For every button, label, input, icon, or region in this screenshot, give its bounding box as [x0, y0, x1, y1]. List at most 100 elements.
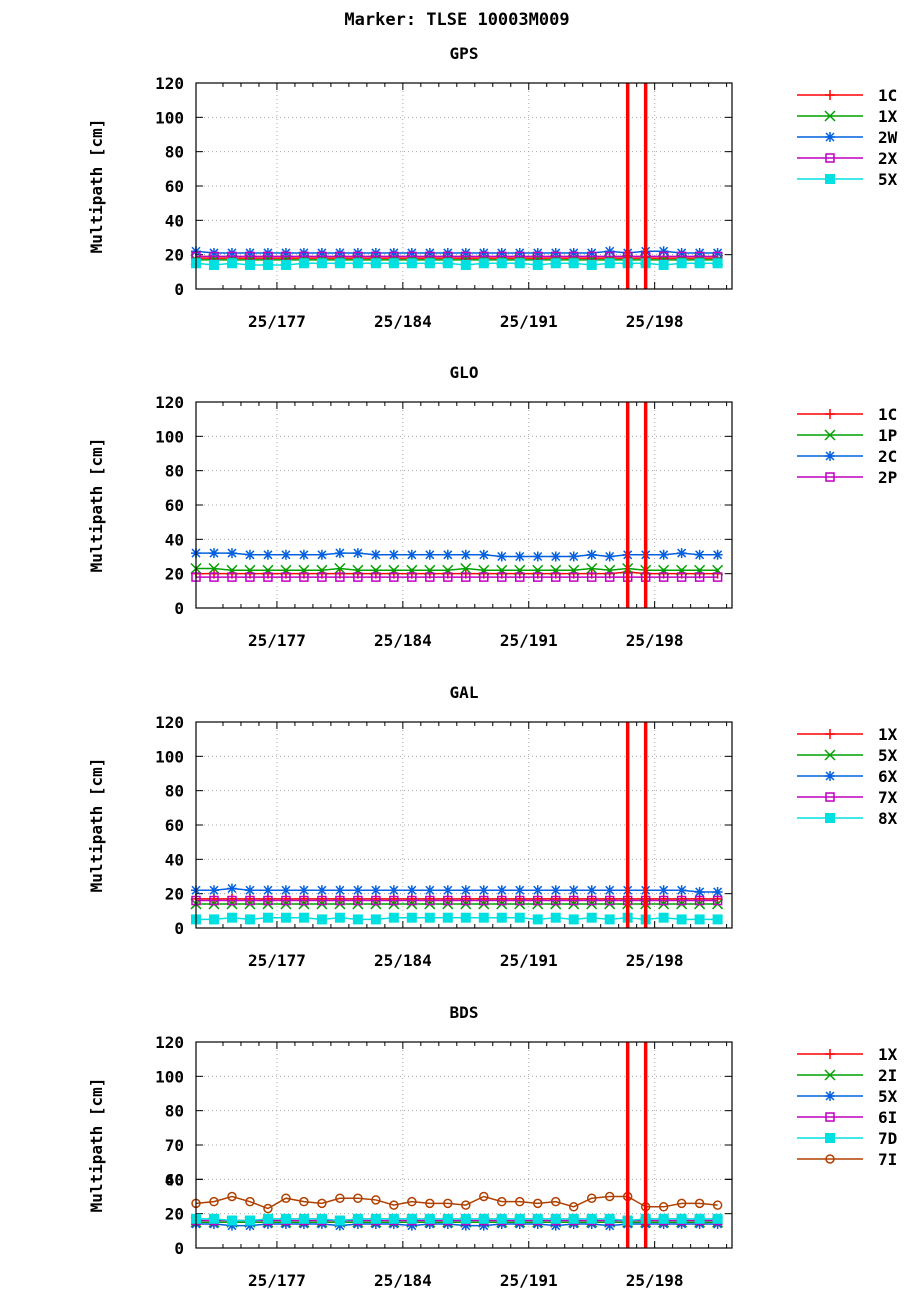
data-point	[262, 549, 273, 560]
data-point	[694, 895, 705, 906]
panel-title: GLO	[450, 363, 479, 382]
data-point	[262, 885, 273, 896]
legend-label: 2W	[878, 128, 898, 147]
plot-frame	[195, 82, 733, 290]
data-point	[586, 885, 597, 896]
y-tick-label: 120	[155, 74, 184, 93]
data-point	[460, 1213, 471, 1224]
y-axis-label: Multipath [cm]	[87, 119, 106, 254]
legend-marker	[824, 110, 836, 122]
data-point	[352, 885, 363, 896]
legend-marker	[825, 813, 835, 823]
data-point	[550, 1196, 561, 1207]
series-7X	[191, 895, 723, 906]
legend-marker	[825, 153, 835, 163]
y-tick-label: 20	[165, 885, 184, 904]
data-point	[568, 914, 579, 925]
data-point	[478, 885, 489, 896]
series-line	[195, 250, 718, 254]
legend-label: 5X	[878, 170, 898, 189]
x-tick-label: 25/177	[248, 951, 306, 970]
panel-glo: GLO Multipath [cm] 0 20 40 60 80 100 120 25/177 25…	[87, 363, 897, 650]
legend-entry: 1X	[797, 725, 898, 744]
y-tick-label: 20	[165, 1205, 184, 1224]
legend-entry: 2C	[797, 447, 897, 466]
panel-title: GAL	[450, 683, 479, 702]
x-tick-label: 25/177	[248, 1271, 306, 1290]
legend-entry: 1P	[797, 426, 897, 445]
x-tick-label: 25/198	[626, 951, 684, 970]
data-point	[712, 886, 723, 897]
data-point	[442, 912, 453, 923]
legend-entry: 2W	[797, 128, 898, 147]
legend-label: 5X	[878, 746, 898, 765]
y-tick-label: 80	[165, 462, 184, 481]
data-point	[497, 895, 507, 906]
data-point	[479, 572, 489, 582]
data-point	[407, 895, 417, 906]
data-point	[316, 1213, 327, 1224]
y-tick-label: 100	[155, 108, 184, 127]
data-point	[496, 912, 507, 923]
data-point	[371, 1195, 381, 1205]
data-point	[694, 914, 705, 925]
legend-label: 2I	[878, 1066, 897, 1085]
data-point	[262, 912, 273, 923]
x-tick-label: 25/198	[626, 312, 684, 331]
data-point	[568, 1202, 579, 1212]
data-point	[406, 549, 417, 560]
data-point	[407, 572, 417, 582]
data-point	[694, 886, 705, 897]
data-point	[209, 1196, 219, 1207]
legend-entry: 6I	[797, 1108, 897, 1127]
data-point	[515, 572, 525, 582]
legend-marker	[825, 409, 835, 419]
data-point	[407, 1196, 417, 1207]
y-tick-label: 120	[155, 713, 184, 732]
data-point	[568, 572, 579, 582]
data-point	[676, 258, 687, 269]
data-point	[460, 562, 472, 575]
x-tick-label: 25/177	[248, 631, 306, 650]
data-point	[316, 914, 327, 925]
legend-label: 8X	[878, 809, 898, 828]
data-point	[352, 1213, 363, 1224]
data-point	[353, 572, 363, 582]
legend-marker	[824, 429, 836, 441]
x-tick-label: 25/184	[374, 1271, 432, 1290]
data-point	[712, 572, 723, 582]
series-7D	[191, 1213, 723, 1226]
data-point	[604, 258, 615, 269]
data-point	[424, 549, 435, 560]
data-point	[604, 914, 615, 925]
legend-label: 7I	[878, 1150, 897, 1169]
data-point	[460, 885, 471, 896]
legend-marker	[825, 729, 835, 739]
data-point	[712, 1200, 723, 1210]
data-point	[245, 1196, 255, 1207]
data-point	[532, 914, 543, 925]
y-axis-label: Multipath [cm]	[87, 758, 106, 893]
data-point	[694, 572, 705, 582]
y-tick-label: 0	[174, 280, 184, 299]
data-point	[334, 548, 345, 559]
data-point	[335, 895, 345, 906]
data-point	[298, 1213, 309, 1224]
data-point	[479, 1191, 489, 1202]
data-point	[442, 885, 453, 896]
data-point	[532, 259, 543, 270]
data-point	[568, 551, 579, 562]
legend-label: 2C	[878, 447, 897, 466]
legend-label: 1X	[878, 725, 898, 744]
data-point	[353, 895, 363, 906]
data-point	[334, 885, 345, 896]
series-2C	[191, 548, 723, 562]
data-point	[604, 1213, 615, 1224]
y-tick-label: 120	[155, 393, 184, 412]
data-point	[676, 914, 687, 925]
x-tick-label: 25/191	[500, 312, 558, 331]
data-point	[299, 1196, 309, 1207]
data-point	[532, 895, 543, 906]
